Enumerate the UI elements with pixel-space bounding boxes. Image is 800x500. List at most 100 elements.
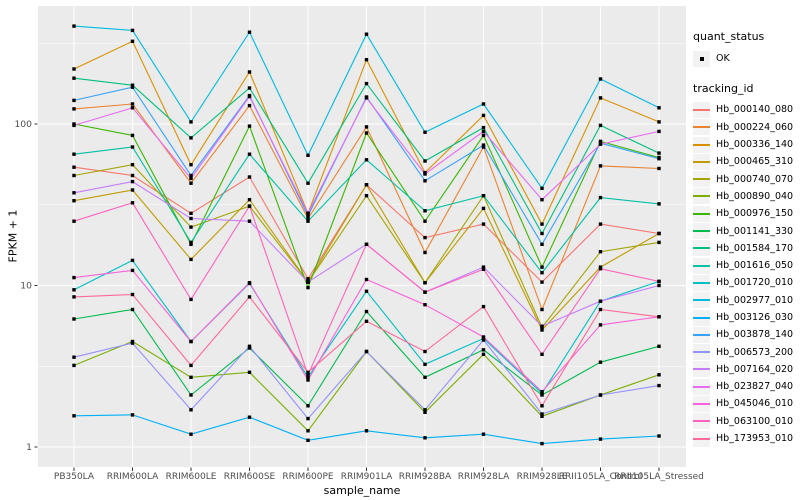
data-point	[364, 183, 369, 187]
data-point	[247, 124, 252, 128]
legend-label: Hb_000224_060	[716, 121, 794, 133]
data-point	[72, 199, 76, 203]
legend-line-swatch	[693, 101, 710, 118]
legend-item-Hb_000976_150: Hb_000976_150	[693, 205, 799, 222]
x-tick-label: RRIM600SE	[224, 472, 276, 482]
x-tick-label: RRIM600LE	[166, 472, 217, 482]
data-point	[598, 139, 603, 144]
ok-point-marker-icon	[693, 50, 710, 67]
data-point	[364, 96, 369, 100]
legend-label: Hb_000890_040	[716, 190, 794, 202]
data-point	[598, 299, 603, 303]
data-point	[306, 280, 310, 284]
data-point	[72, 152, 76, 156]
data-point	[306, 370, 310, 374]
data-point	[130, 163, 135, 167]
data-point	[130, 28, 135, 33]
data-point	[72, 24, 76, 28]
data-point	[657, 202, 661, 206]
data-point	[72, 165, 76, 169]
legend-line-swatch	[693, 223, 710, 240]
data-point	[540, 390, 544, 394]
data-point	[540, 186, 544, 190]
data-point	[247, 198, 252, 202]
legend-label: Hb_173953_010	[716, 433, 794, 445]
data-point	[598, 360, 603, 364]
data-point	[364, 32, 369, 36]
data-point	[423, 159, 427, 163]
data-point	[189, 432, 193, 436]
data-point	[189, 211, 193, 215]
data-point	[481, 304, 486, 309]
data-point	[72, 67, 76, 71]
data-point	[247, 370, 252, 374]
data-point	[657, 283, 661, 288]
data-point	[598, 267, 603, 271]
data-point	[657, 129, 661, 134]
data-point	[247, 30, 252, 34]
data-point	[130, 173, 135, 178]
data-point	[481, 145, 486, 149]
data-point	[72, 317, 76, 321]
data-point	[364, 277, 369, 282]
legend-line-swatch	[693, 326, 710, 343]
data-point	[189, 240, 193, 245]
data-point	[189, 363, 193, 368]
data-point	[598, 323, 603, 327]
data-point	[598, 142, 603, 146]
legend-item-Hb_045046_010: Hb_045046_010	[693, 395, 799, 412]
legend-label: Hb_006573_200	[716, 346, 794, 358]
data-point	[423, 362, 427, 366]
legend-label: Hb_007164_020	[716, 363, 794, 375]
y-tick-label: 10	[20, 281, 32, 292]
legend-line-swatch	[693, 309, 710, 326]
data-point	[72, 191, 76, 195]
data-point	[481, 352, 486, 356]
data-point	[481, 265, 486, 269]
data-point	[598, 96, 603, 100]
data-point	[657, 434, 661, 438]
data-point	[657, 106, 661, 110]
legend-line-swatch	[693, 361, 710, 378]
data-point	[481, 267, 486, 271]
data-point	[657, 344, 661, 348]
y-axis-title: FPKM + 1	[6, 209, 20, 263]
data-point	[306, 373, 310, 377]
data-point	[540, 414, 544, 418]
data-point	[247, 70, 252, 74]
data-point	[247, 281, 252, 285]
data-point	[423, 410, 427, 414]
data-point	[598, 437, 603, 441]
legend-line-swatch	[693, 240, 710, 257]
legend-line-swatch	[693, 344, 710, 361]
data-point	[306, 378, 310, 382]
data-point	[306, 375, 310, 379]
legend-line-swatch	[693, 395, 710, 412]
data-point	[72, 98, 76, 103]
data-point	[481, 143, 486, 147]
legend-title-quant-status: quant_status	[693, 30, 765, 43]
legend-item-Hb_000465_310: Hb_000465_310	[693, 153, 799, 170]
data-point	[598, 250, 603, 254]
data-point	[189, 173, 193, 178]
legend-item-Hb_007164_020: Hb_007164_020	[693, 361, 799, 378]
data-point	[481, 113, 486, 118]
data-point	[189, 136, 193, 140]
data-point	[540, 231, 544, 236]
data-point	[423, 235, 427, 240]
data-point	[306, 429, 310, 433]
legend-line-swatch	[693, 153, 710, 170]
legend-label: Hb_002977_010	[716, 294, 794, 306]
x-tick-label: RRII105LA_Stressed	[614, 472, 704, 482]
data-point	[364, 125, 369, 129]
legend-item-Hb_001141_330: Hb_001141_330	[693, 222, 799, 240]
legend-item-Hb_003126_030: Hb_003126_030	[693, 309, 799, 326]
data-point	[657, 373, 661, 377]
legend-line-swatch	[693, 257, 710, 274]
data-point	[423, 172, 427, 176]
data-point	[364, 194, 369, 198]
data-point	[130, 83, 135, 87]
legend-item-Hb_001584_170: Hb_001584_170	[693, 240, 799, 257]
data-point	[423, 179, 427, 183]
